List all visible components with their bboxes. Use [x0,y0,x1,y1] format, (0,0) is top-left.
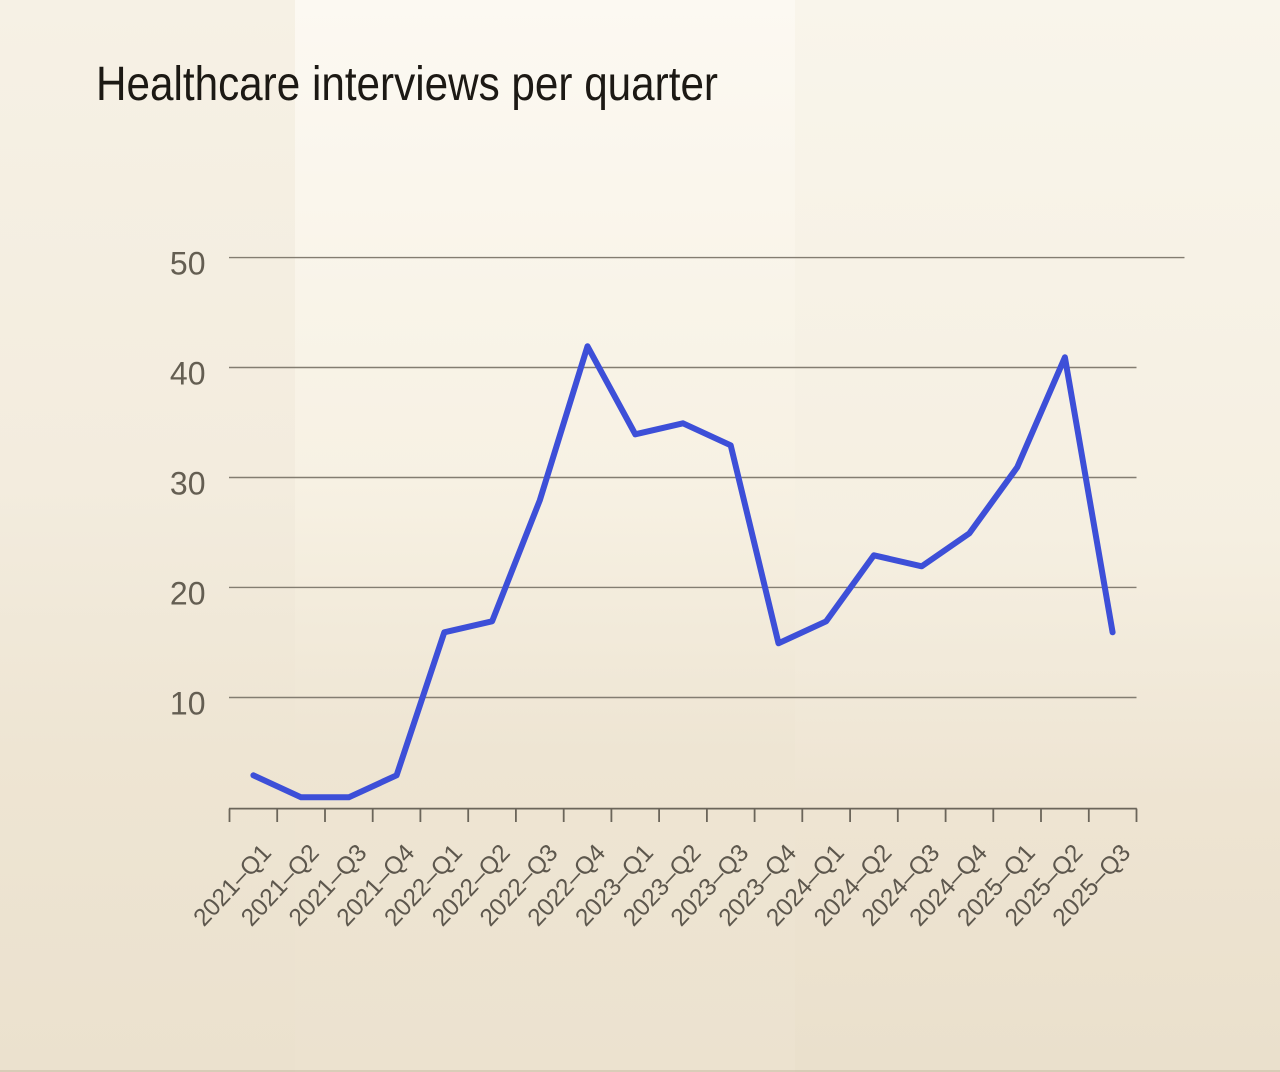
svg-text:Healthcare interviews per quar: Healthcare interviews per quarter [96,58,718,111]
svg-text:40: 40 [170,356,206,392]
svg-text:30: 30 [170,466,206,502]
svg-text:50: 50 [170,246,206,282]
svg-text:20: 20 [170,576,206,612]
svg-text:10: 10 [170,686,206,722]
